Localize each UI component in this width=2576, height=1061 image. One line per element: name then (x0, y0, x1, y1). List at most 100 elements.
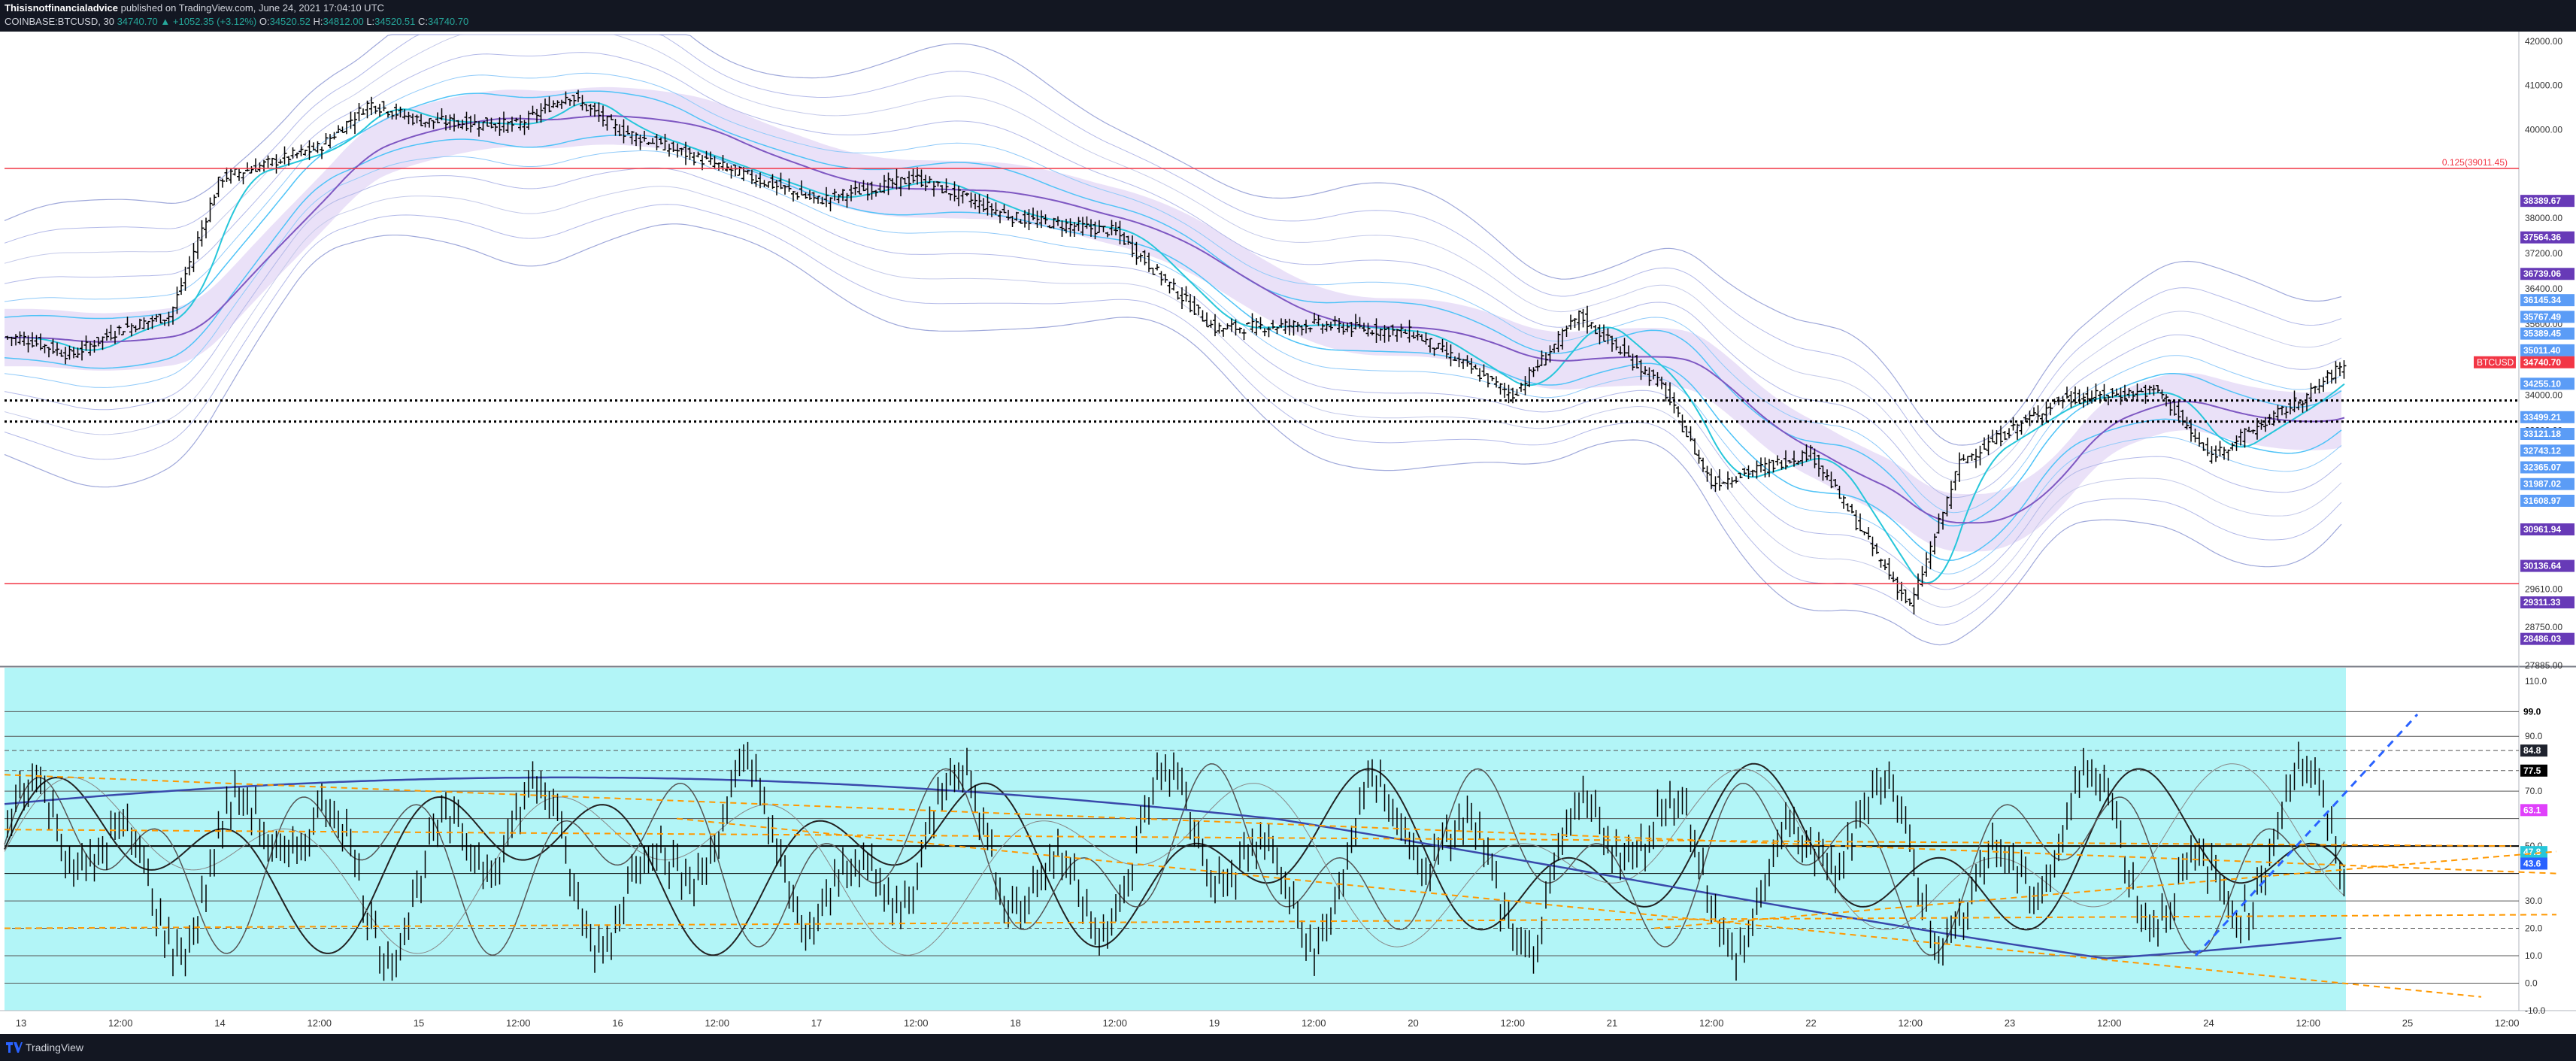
price-bar (2267, 414, 2272, 426)
price-bar (88, 341, 92, 356)
footer: TradingView (0, 1034, 2576, 1061)
price-bar (47, 347, 51, 358)
price-bar (1953, 471, 1958, 491)
price-bar (1577, 310, 1581, 331)
price-bar (1130, 235, 1135, 258)
price-bar (1850, 504, 1854, 514)
price-bar (1271, 320, 1275, 329)
price-bar (729, 165, 734, 179)
price-bar (1357, 317, 1362, 329)
price-bar (332, 132, 337, 140)
price-bar (973, 193, 977, 210)
chart-area[interactable]: 13 12:00 14 12:00 15 12:00 16 12:00 17 12:00 18 12:… (0, 32, 2576, 1034)
price-bar (803, 192, 808, 199)
price-bar (1014, 211, 1019, 221)
price-bar (1742, 468, 1747, 476)
price-tick-label: 42000.00 (2525, 36, 2562, 47)
price-bar (1552, 344, 1556, 353)
footer-brand[interactable]: TradingView (26, 1041, 84, 1053)
price-bar (373, 105, 378, 114)
price-bar (1362, 323, 1366, 332)
price-bar (692, 152, 696, 165)
price-level-label: 33121.18 (2523, 429, 2561, 439)
price-bar (935, 181, 941, 187)
price-bar (406, 111, 411, 125)
price-bar (2090, 390, 2094, 404)
osc-level-label: 43.6 (2523, 858, 2541, 869)
price-bar (2114, 388, 2119, 396)
price-bar (2184, 417, 2190, 430)
price-bar (381, 101, 386, 111)
price-bar (1109, 220, 1114, 235)
price-bar (1238, 327, 1242, 334)
symbol-tag-box (2474, 356, 2516, 368)
price-bar (1465, 355, 1470, 367)
osc-tick-label: 110.0 (2525, 676, 2547, 687)
price-bar (820, 196, 825, 205)
price-level-box (2520, 377, 2574, 390)
price-tick-label: 29610.00 (2525, 584, 2562, 595)
price-bar (1332, 316, 1338, 326)
price-level-box (2520, 428, 2574, 441)
price-bar (555, 100, 560, 108)
price-bar (59, 349, 64, 357)
x-tick-label: 12:00 (1102, 1017, 1127, 1029)
price-bar (1556, 330, 1561, 353)
price-bar (894, 168, 899, 190)
up-arrow-icon: ▲ (160, 16, 171, 27)
price-bar (1519, 382, 1523, 393)
oscillator-background (5, 668, 2346, 1011)
price-bar (2015, 423, 2020, 440)
price-bar (1320, 323, 1325, 334)
price-bar (659, 137, 663, 145)
price-bar (514, 117, 519, 123)
price-bar (419, 114, 423, 126)
price-bar (841, 189, 845, 202)
symbol-label[interactable]: COINBASE:BTCUSD, 30 (5, 16, 114, 27)
envelope-band-8 (4, 167, 2342, 590)
price-bar (1908, 598, 1912, 606)
price-level-label: 32743.12 (2523, 445, 2561, 456)
price-level-box (2520, 444, 2574, 457)
price-level-box (2520, 477, 2574, 490)
price-bar (295, 152, 299, 159)
price-bar (1986, 434, 1991, 456)
price-bar (2230, 442, 2235, 451)
price-bar (369, 96, 374, 116)
oscillator-signal-line (4, 776, 2342, 959)
price-bar (952, 181, 957, 202)
price-bar (2321, 377, 2326, 393)
price-bar (270, 157, 274, 167)
price-bar (1114, 222, 1118, 235)
price-bar (2123, 384, 2127, 401)
price-bar (1159, 271, 1164, 286)
price-bar (1589, 322, 1594, 329)
price-bar (1858, 513, 1862, 532)
price-bar (2093, 383, 2099, 399)
publisher-name[interactable]: Thisisnotfinancialadvice (5, 2, 118, 14)
oscillator-line-2 (4, 763, 2345, 956)
x-tick-label: 17 (811, 1017, 822, 1029)
x-tick-label: 13 (16, 1017, 26, 1029)
price-bar (1006, 210, 1011, 221)
price-level-label: 36145.34 (2523, 295, 2561, 305)
price-level-label: 37564.36 (2523, 232, 2561, 243)
price-bar (1527, 367, 1532, 387)
price-bar (629, 131, 635, 145)
price-bar (2035, 405, 2041, 421)
price-bar (472, 114, 477, 126)
price-bar (828, 197, 833, 212)
price-bar (1076, 217, 1081, 232)
price-bar (162, 320, 167, 326)
price-bar (1142, 250, 1147, 265)
price-bar (1217, 323, 1222, 334)
price-bar (679, 147, 684, 156)
x-tick-label: 14 (214, 1017, 225, 1029)
x-tick-label: 12:00 (1898, 1017, 1923, 1029)
price-bar (1792, 450, 1796, 467)
price-bar (965, 192, 969, 197)
price-bar (774, 180, 779, 196)
price-bar (1287, 318, 1292, 336)
price-level-label: 36739.06 (2523, 268, 2561, 279)
price-bar (398, 106, 403, 118)
